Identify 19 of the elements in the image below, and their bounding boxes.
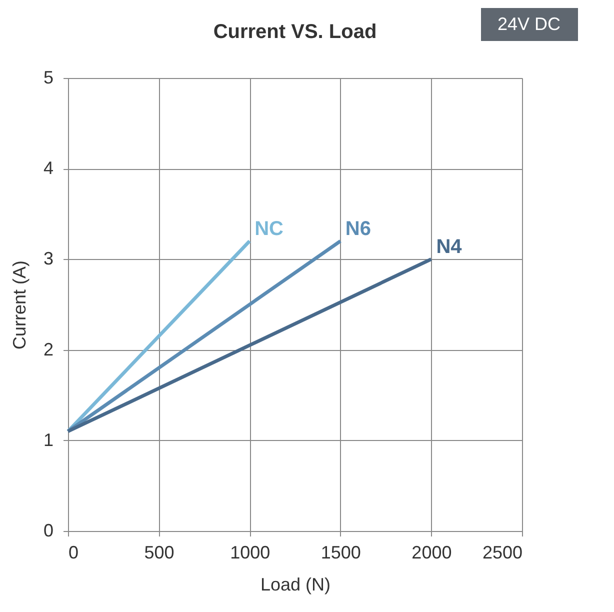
y-tick-label: 5: [43, 68, 54, 88]
x-tick-label: 2500: [482, 542, 522, 562]
y-axis-title: Current (A): [9, 260, 30, 350]
x-tick-label: 500: [144, 542, 174, 562]
series-label: N6: [345, 218, 371, 240]
x-axis-title: Load (N): [260, 574, 331, 594]
x-tick-label: 2000: [412, 542, 452, 562]
y-tick-label: 3: [43, 248, 54, 269]
y-tick-label: 2: [43, 339, 54, 360]
text: 24V DC: [497, 14, 561, 34]
x-tick-label: 0: [68, 542, 79, 562]
series-label: N4: [436, 236, 463, 258]
y-tick-label: 0: [43, 520, 54, 540]
y-tick-label: 4: [43, 158, 54, 178]
series-label: NC: [254, 218, 284, 240]
chart-title: Current VS. Load: [213, 21, 377, 43]
y-tick-label: 1: [43, 430, 54, 450]
x-tick-label: 1500: [320, 542, 361, 562]
x-tick-label: 1000: [230, 542, 270, 562]
